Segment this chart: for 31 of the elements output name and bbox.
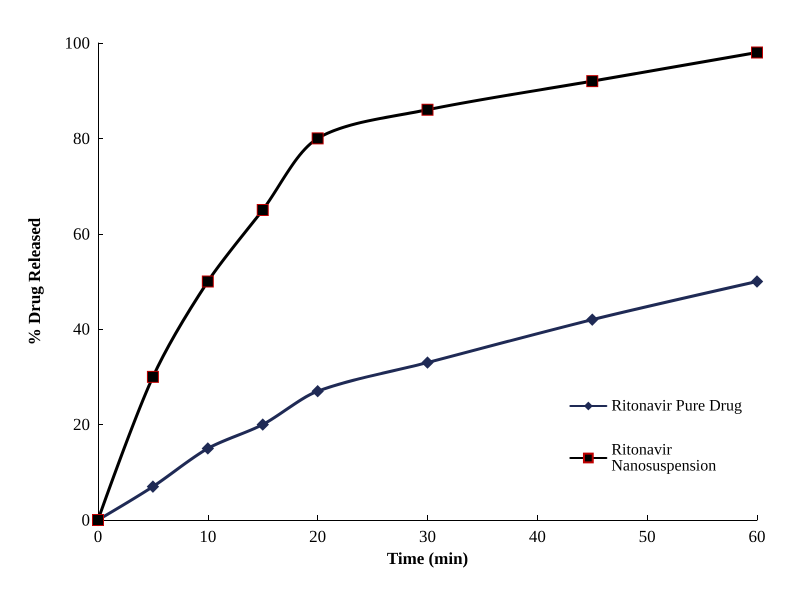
point <box>256 418 269 431</box>
point <box>256 204 269 216</box>
point <box>422 104 434 116</box>
x-axis-title: Time (min) <box>386 548 468 568</box>
point <box>586 314 598 326</box>
point <box>586 75 598 88</box>
point <box>202 276 214 288</box>
x-tick-label: 40 <box>528 527 546 546</box>
y-tick-label: 40 <box>73 320 90 339</box>
x-tick-label: 50 <box>638 527 656 546</box>
y-axis-title: % Drug Released <box>25 217 44 346</box>
y-tick-label: 100 <box>64 34 90 52</box>
legend-label: Ritonavir Nanosuspension <box>611 442 716 474</box>
x-tick-label: 20 <box>309 527 326 546</box>
x-tick-label: 60 <box>748 527 766 546</box>
y-tick-label: 0 <box>82 510 90 530</box>
point <box>751 46 763 59</box>
y-tick-label: 80 <box>73 128 90 148</box>
y-tick-label: 60 <box>73 224 90 244</box>
point <box>422 356 434 369</box>
point <box>146 370 159 383</box>
y-tick-label: 20 <box>73 415 90 434</box>
point <box>146 480 159 493</box>
x-tick-label: 10 <box>199 527 216 546</box>
point <box>202 442 214 454</box>
point <box>312 132 324 144</box>
x-tick-label: 0 <box>94 527 102 546</box>
legend-label: Ritonavir Pure Drug <box>611 398 742 414</box>
x-tick-label: 30 <box>419 527 436 546</box>
point <box>312 385 324 398</box>
point <box>751 276 763 288</box>
